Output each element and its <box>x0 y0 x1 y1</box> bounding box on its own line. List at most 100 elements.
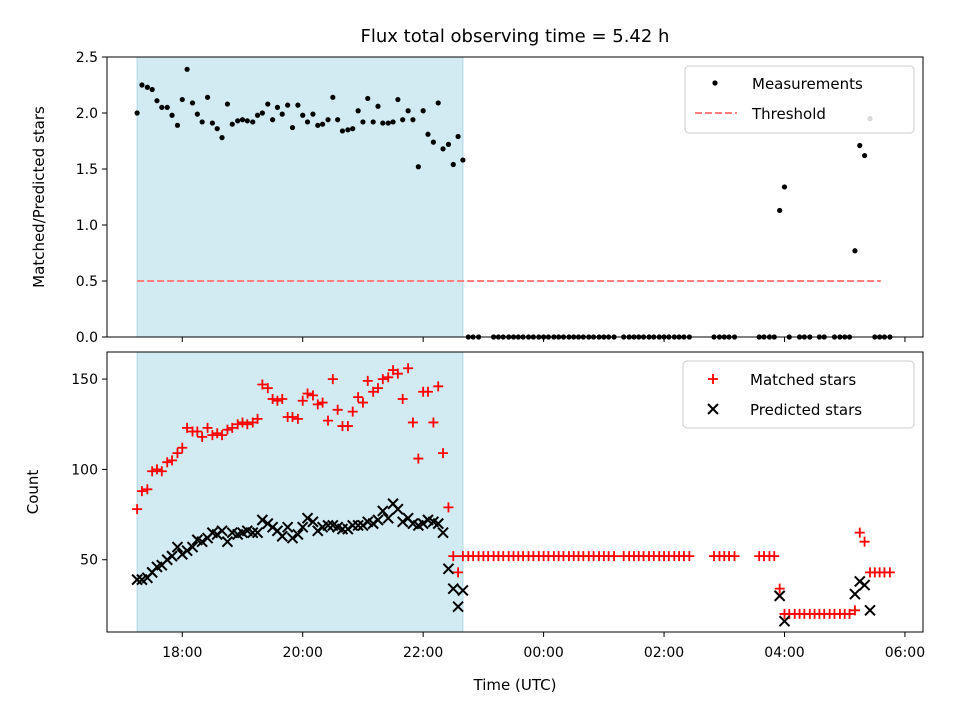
measurement-point <box>154 98 160 104</box>
matched-star-point <box>854 527 865 538</box>
matched-star-point <box>362 375 373 386</box>
predicted-star-point <box>186 541 199 553</box>
matched-star-point <box>317 397 328 408</box>
bottom-legend-box <box>682 360 915 429</box>
bottom-panel: 50 100 150 Count 18:00 20:00 22:00 00:00 02:00 04… <box>24 351 925 661</box>
measurement-point <box>139 82 145 88</box>
matched-star-point <box>323 415 334 426</box>
matched-star-point <box>162 457 173 468</box>
matched-star-point <box>377 374 388 385</box>
matched-star-point <box>433 381 444 392</box>
matched-star-point <box>849 605 860 616</box>
measurement-point <box>395 96 401 103</box>
predicted-star-point <box>216 525 228 537</box>
y-tick-label: 50 <box>80 553 98 569</box>
matched-star-point <box>277 393 288 404</box>
matched-star-point <box>413 453 424 464</box>
measurement-point <box>445 141 452 147</box>
matched-star-point <box>262 383 273 394</box>
matched-star-point <box>287 412 298 423</box>
y-tick-label: 2.0 <box>76 106 98 122</box>
matched-star-point <box>177 442 188 453</box>
measurement-point <box>235 118 241 124</box>
y-tick-label: 150 <box>71 372 98 388</box>
matched-star-point <box>392 368 403 379</box>
predicted-star-point <box>166 550 178 562</box>
measurement-point <box>460 157 466 163</box>
observing-window-shade <box>136 351 464 633</box>
matched-star-point <box>222 424 233 435</box>
matched-star-point <box>156 466 167 477</box>
measurement-point <box>315 122 321 128</box>
predicted-star-point <box>307 516 319 528</box>
measurement-point <box>300 112 306 118</box>
measurement-point <box>415 164 421 170</box>
predicted-star-point <box>286 532 299 544</box>
matched-star-point <box>267 393 278 404</box>
measurement-point <box>319 121 326 127</box>
top-legend: Measurements Threshold <box>684 65 915 134</box>
measurement-point <box>400 117 406 123</box>
predicted-star-point <box>256 514 269 526</box>
matched-star-point <box>242 419 253 430</box>
measurement-point <box>194 111 200 117</box>
measurement-point <box>224 101 231 107</box>
predicted-star-point <box>849 588 861 600</box>
legend-measurement-marker <box>712 80 718 86</box>
x-tick-label: 20:00 <box>283 645 323 661</box>
measurement-point <box>304 119 311 125</box>
measurement-point <box>254 112 261 118</box>
matched-star-point <box>448 551 459 562</box>
measurement-point <box>365 95 371 102</box>
predicted-star-point <box>396 516 409 528</box>
measurement-point <box>184 66 190 72</box>
measurement-point <box>325 117 331 123</box>
measurement-point <box>244 118 250 124</box>
matched-star-point <box>297 395 308 406</box>
measurement-point <box>857 142 863 149</box>
measurement-point <box>179 96 185 103</box>
measurement-point <box>169 112 175 118</box>
matched-star-point <box>884 567 895 578</box>
measurement-point <box>149 86 155 93</box>
predicted-star-point <box>297 521 309 533</box>
x-axis-label: Time (UTC) <box>473 676 557 694</box>
matched-star-point <box>769 551 780 562</box>
matched-star-point <box>192 426 203 437</box>
bottom-legend: Matched stars Predicted stars <box>682 360 915 429</box>
measurement-point <box>430 139 436 145</box>
legend-predicted-label: Predicted stars <box>750 401 862 419</box>
matched-star-point <box>257 379 268 390</box>
y-tick-label: 1.0 <box>76 218 98 234</box>
measurement-point <box>360 119 366 125</box>
legend-predicted-marker <box>707 403 719 415</box>
measurement-point <box>189 100 196 106</box>
y-tick-label: 2.5 <box>76 50 98 66</box>
measurement-point <box>279 111 285 117</box>
measurement-point <box>355 108 361 114</box>
matched-star-point <box>167 455 178 466</box>
top-axes-frame <box>106 56 924 338</box>
measurement-point <box>214 126 220 132</box>
matched-star-point <box>403 363 414 374</box>
matched-star-point <box>172 448 183 459</box>
matched-star-point <box>272 395 283 406</box>
legend-matched-label: Matched stars <box>750 371 856 389</box>
measurement-point <box>310 111 316 117</box>
predicted-star-point <box>773 590 786 602</box>
matched-star-point <box>347 406 358 417</box>
measurement-point <box>209 120 215 126</box>
y-tick-label: 1.5 <box>76 162 98 178</box>
matched-star-point <box>232 419 243 430</box>
matched-star-point <box>438 448 449 459</box>
matched-star-point <box>859 536 870 547</box>
matched-star-point <box>142 484 153 495</box>
x-tick-label: 18:00 <box>162 645 202 661</box>
measurement-point <box>390 119 396 125</box>
observing-window-shade <box>136 56 464 338</box>
matched-star-point <box>453 567 464 578</box>
measurement-point <box>339 128 346 134</box>
measurement-point <box>405 108 411 114</box>
predicted-star-point <box>281 521 294 533</box>
measurement-point <box>370 119 376 125</box>
